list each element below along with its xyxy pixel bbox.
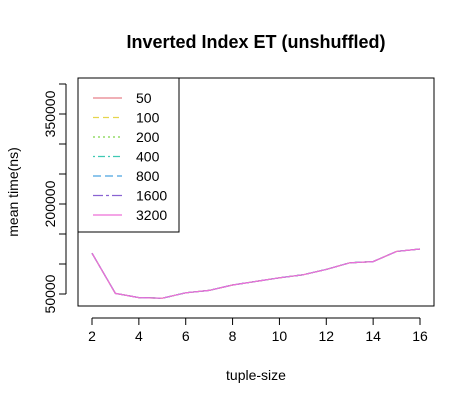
y-tick-label: 350000 bbox=[42, 90, 58, 137]
x-tick-label: 12 bbox=[318, 328, 334, 344]
legend-label: 400 bbox=[136, 149, 160, 165]
legend-label: 3200 bbox=[136, 207, 167, 223]
legend-label: 1600 bbox=[136, 188, 167, 204]
legend: 50 100 200 400 800 1600 3200 bbox=[77, 77, 180, 233]
legend-label: 200 bbox=[136, 129, 160, 145]
series-line-400 bbox=[91, 248, 421, 299]
x-tick-label: 14 bbox=[365, 328, 381, 344]
series-line-3200 bbox=[91, 248, 421, 299]
series-lines bbox=[91, 248, 421, 299]
x-tick-label: 8 bbox=[229, 328, 237, 344]
series-line-50 bbox=[91, 248, 421, 299]
series-line-1600 bbox=[91, 248, 421, 299]
legend-label: 800 bbox=[136, 168, 160, 184]
x-axis-label: tuple-size bbox=[226, 367, 286, 383]
series-line-100 bbox=[91, 248, 421, 299]
x-tick-label: 2 bbox=[88, 328, 96, 344]
legend-label: 100 bbox=[136, 110, 160, 126]
y-axis-label: mean time(ns) bbox=[5, 147, 21, 236]
y-tick-label: 50000 bbox=[42, 274, 58, 313]
series-line-800 bbox=[91, 248, 421, 299]
y-axis: 50000 200000 350000 bbox=[42, 83, 67, 313]
x-tick-label: 6 bbox=[182, 328, 190, 344]
x-axis: 2 4 6 8 10 12 14 16 bbox=[88, 317, 428, 344]
x-tick-label: 10 bbox=[272, 328, 288, 344]
x-tick-label: 4 bbox=[135, 328, 143, 344]
series-line-200 bbox=[91, 248, 421, 299]
x-tick-label: 16 bbox=[412, 328, 428, 344]
chart-title: Inverted Index ET (unshuffled) bbox=[126, 32, 385, 52]
legend-box bbox=[77, 77, 180, 233]
y-tick-label: 200000 bbox=[42, 180, 58, 227]
legend-label: 50 bbox=[136, 90, 152, 106]
